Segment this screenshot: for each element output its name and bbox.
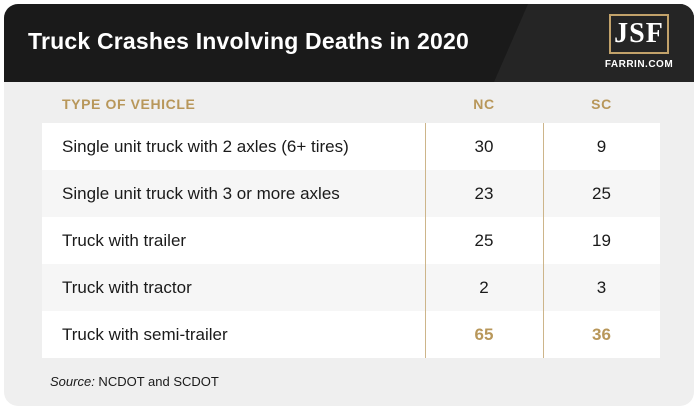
table-card: Truck Crashes Involving Deaths in 2020 J… — [4, 4, 694, 406]
page-title: Truck Crashes Involving Deaths in 2020 — [28, 28, 469, 54]
cell-nc: 23 — [474, 184, 494, 203]
cell-vehicle-type: Single unit truck with 2 axles (6+ tires… — [62, 137, 349, 156]
column-divider-sc — [543, 123, 544, 358]
cell-sc: 3 — [596, 278, 607, 297]
logo-subtext: FARRIN.COM — [604, 59, 674, 70]
cell-vehicle-type: Single unit truck with 3 or more axles — [62, 184, 340, 203]
cell-sc: 19 — [592, 231, 611, 250]
cell-nc: 25 — [474, 231, 494, 250]
cell-sc: 25 — [592, 184, 611, 203]
table-row: Truck with tractor 2 3 — [42, 264, 660, 311]
cell-sc-highlight: 36 — [592, 325, 611, 344]
header-accent-shape — [494, 4, 694, 82]
column-divider-nc — [425, 123, 426, 358]
source-note: Source: NCDOT and SCDOT — [50, 374, 219, 389]
cell-nc: 30 — [474, 137, 494, 156]
source-text: NCDOT and SCDOT — [94, 374, 219, 389]
table-row: Truck with semi-trailer 65 36 — [42, 311, 660, 358]
table-row: Truck with trailer 25 19 — [42, 217, 660, 264]
logo-letters: JSF — [614, 18, 664, 49]
cell-nc-highlight: 65 — [474, 325, 494, 344]
cell-vehicle-type: Truck with trailer — [62, 231, 187, 250]
column-header-sc: SC — [591, 96, 612, 112]
cell-vehicle-type: Truck with semi-trailer — [62, 325, 228, 344]
table-row: Single unit truck with 3 or more axles 2… — [42, 170, 660, 217]
data-table: Single unit truck with 2 axles (6+ tires… — [42, 123, 660, 358]
jsf-logo: JSF — [609, 14, 669, 54]
cell-vehicle-type: Truck with tractor — [62, 278, 192, 297]
source-label: Source: — [50, 374, 95, 389]
cell-nc: 2 — [479, 278, 489, 297]
column-header-type: TYPE OF VEHICLE — [62, 96, 196, 112]
cell-sc: 9 — [596, 137, 607, 156]
header-bar: Truck Crashes Involving Deaths in 2020 J… — [4, 4, 694, 82]
column-header-nc: NC — [473, 96, 495, 112]
table-row: Single unit truck with 2 axles (6+ tires… — [42, 123, 660, 170]
